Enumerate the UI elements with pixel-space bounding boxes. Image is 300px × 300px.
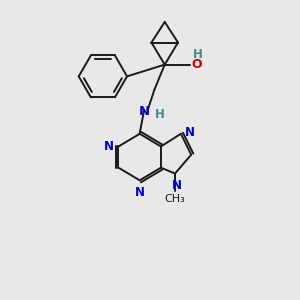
Text: H: H <box>193 48 203 61</box>
Text: N: N <box>103 140 113 153</box>
Text: N: N <box>172 179 182 192</box>
Text: N: N <box>185 126 195 139</box>
Text: H: H <box>155 108 165 121</box>
Text: N: N <box>139 105 150 118</box>
Text: O: O <box>192 58 203 71</box>
Text: N: N <box>135 186 145 199</box>
Text: CH₃: CH₃ <box>165 194 185 204</box>
